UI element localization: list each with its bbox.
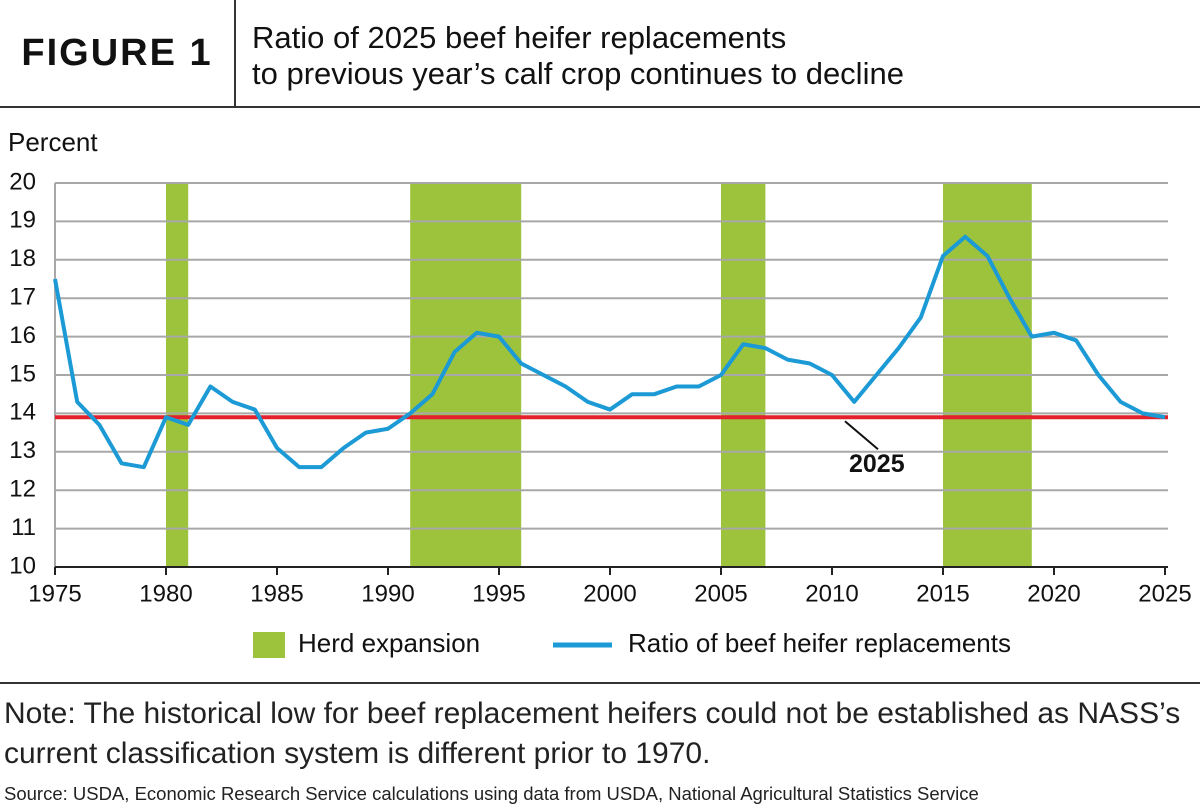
title-line: Ratio of 2025 beef heifer replacements (252, 20, 787, 55)
y-tick-label: 12 (9, 476, 36, 503)
y-tick-label: 14 (9, 399, 36, 426)
legend-swatch (253, 632, 285, 658)
y-tick-label: 16 (9, 322, 36, 349)
x-tick-label: 2015 (916, 580, 969, 607)
y-tick-label: 20 (9, 168, 36, 195)
chart-title: Ratio of 2025 beef heifer replacements t… (252, 20, 904, 92)
divider (0, 682, 1200, 684)
source: Source: USDA, Economic Research Service … (4, 783, 979, 804)
y-tick-label: 10 (9, 552, 36, 579)
header: FIGURE 1 Ratio of 2025 beef heifer repla… (0, 0, 1200, 108)
note: Note: The historical low for beef replac… (4, 697, 1181, 770)
x-tick-label: 2005 (694, 580, 747, 607)
y-tick-label: 17 (9, 284, 36, 311)
x-tick-label: 1990 (361, 580, 414, 607)
annotation: 2025 (849, 450, 905, 478)
x-tick-label: 1975 (28, 580, 81, 607)
y-axis-label: Percent (8, 127, 98, 157)
x-tick-label: 1995 (472, 580, 525, 607)
x-tick-label: 2020 (1027, 580, 1080, 607)
data-line (53, 234, 1166, 470)
title-line: to previous year’s calf crop continues t… (252, 56, 904, 91)
chart: Percent 10 11 12 13 14 15 16 17 18 19 20 1975 1980 19… (8, 127, 1192, 658)
x-tick-label: 2010 (805, 580, 858, 607)
x-tick-label: 2025 (1138, 580, 1191, 607)
y-tick-label: 18 (9, 245, 36, 272)
y-tick-label: 15 (9, 360, 36, 387)
annotation-leader (844, 420, 879, 451)
x-tick-label: 1985 (250, 580, 303, 607)
figure-label: FIGURE 1 (0, 0, 236, 106)
legend-label: Ratio of beef heifer replacements (628, 628, 1011, 658)
x-tick-label: 1980 (139, 580, 192, 607)
y-tick-label: 11 (11, 514, 36, 541)
x-tick-label: 2000 (583, 580, 636, 607)
legend-label: Herd expansion (298, 628, 480, 658)
y-tick-label: 19 (9, 207, 36, 234)
y-tick-label: 13 (9, 437, 36, 464)
